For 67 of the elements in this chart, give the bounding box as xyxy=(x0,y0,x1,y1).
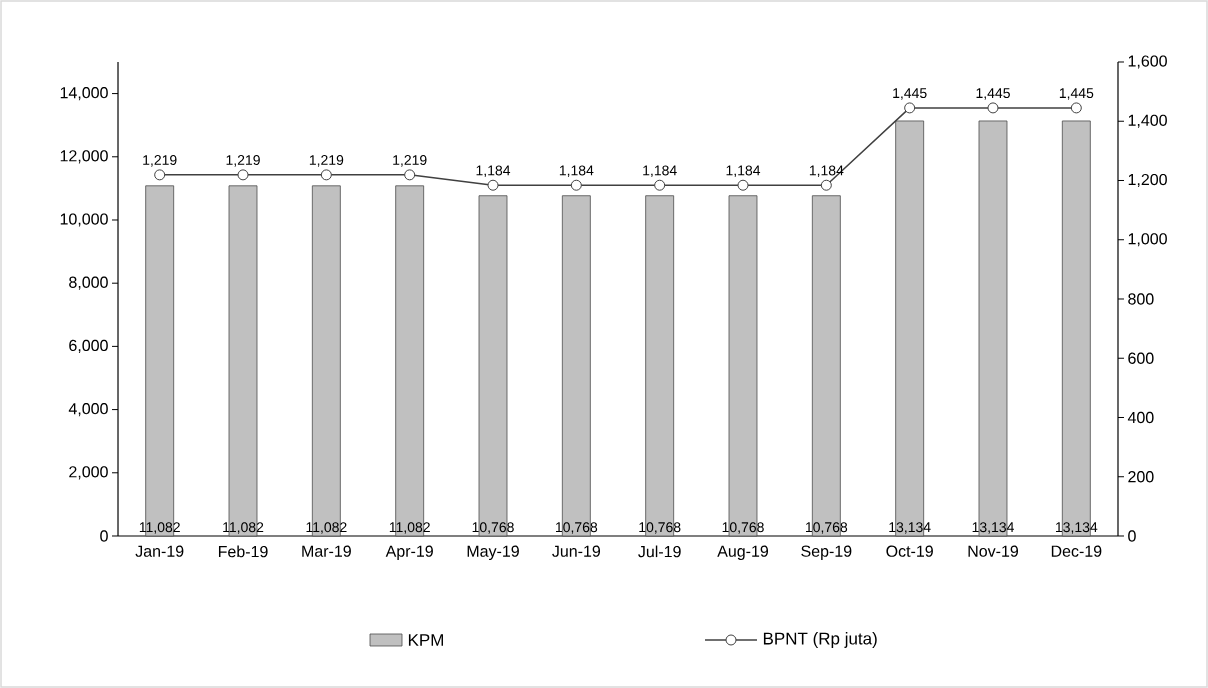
data-label: 1,219 xyxy=(226,155,260,167)
y2-tick-label: 800 xyxy=(1128,293,1154,305)
data-label: 10,768 xyxy=(555,522,598,534)
x-tick-label: Jul-19 xyxy=(638,545,681,558)
point xyxy=(570,179,582,191)
data-label: 11,082 xyxy=(223,522,264,534)
point xyxy=(654,179,666,191)
x-tick-label: Jun-19 xyxy=(552,545,601,557)
data-label: 10,768 xyxy=(805,522,848,534)
point xyxy=(154,169,166,181)
data-label: 1,445 xyxy=(1059,88,1094,100)
y2-tick-label: 600 xyxy=(1128,352,1154,364)
y-tick-label: 2,000 xyxy=(69,466,108,480)
point xyxy=(987,102,999,114)
data-label: 1,184 xyxy=(809,165,844,178)
data-label: 11,082 xyxy=(306,522,347,534)
y-tick-label: 10,000 xyxy=(60,213,108,227)
point xyxy=(404,169,416,181)
x-tick-label: Feb-19 xyxy=(218,545,268,558)
y2-tick-label: 1,000 xyxy=(1128,233,1167,247)
y2-tick-label: 1,400 xyxy=(1128,114,1167,128)
y-tick-label: 0 xyxy=(100,530,108,542)
point xyxy=(487,179,499,191)
data-label: 13,134 xyxy=(972,522,1014,534)
data-label: 1,219 xyxy=(393,155,427,167)
x-tick-label: Oct-19 xyxy=(886,545,933,557)
point xyxy=(320,169,332,181)
data-label: 1,184 xyxy=(726,165,761,178)
data-label: 1,219 xyxy=(309,155,344,167)
point xyxy=(904,102,916,114)
y2-tick-label: 200 xyxy=(1128,471,1154,483)
data-label: 1,445 xyxy=(976,88,1010,100)
legend-label: KPM xyxy=(408,634,443,646)
x-tick-label: Jan-19 xyxy=(135,545,184,557)
data-label: 1,184 xyxy=(476,165,511,178)
data-label: 11,082 xyxy=(389,522,430,534)
data-label: 13,134 xyxy=(1055,522,1098,534)
data-label: 10,768 xyxy=(639,522,681,534)
data-label: 11,082 xyxy=(139,522,180,534)
x-tick-label: Sep-19 xyxy=(801,545,852,561)
y-tick-label: 8,000 xyxy=(69,276,108,290)
x-tick-label: Nov-19 xyxy=(968,545,1019,557)
legend-label: BPNT (Rp juta) xyxy=(763,632,877,648)
data-label: 1,445 xyxy=(893,88,927,100)
x-tick-label: Apr-19 xyxy=(385,545,433,561)
x-tick-label: Aug-19 xyxy=(717,545,769,561)
data-label: 1,219 xyxy=(143,155,177,167)
y2-tick-label: 1,600 xyxy=(1128,55,1167,69)
y-tick-label: 6,000 xyxy=(69,339,108,353)
y-tick-label: 12,000 xyxy=(60,150,108,164)
x-tick-label: Mar-19 xyxy=(302,545,351,557)
point xyxy=(237,169,249,181)
x-tick-label: Dec-19 xyxy=(1051,545,1102,557)
data-label: 13,134 xyxy=(889,522,931,534)
y2-tick-label: 1,200 xyxy=(1128,173,1167,188)
x-tick-label: May-19 xyxy=(467,545,519,561)
data-label: 1,184 xyxy=(559,165,594,178)
data-label: 10,768 xyxy=(472,522,514,534)
point xyxy=(737,179,749,191)
y-tick-label: 14,000 xyxy=(60,86,108,101)
point xyxy=(1070,102,1082,114)
y-tick-label: 4,000 xyxy=(68,402,108,417)
data-label: 1,184 xyxy=(643,165,677,178)
data-label: 10,768 xyxy=(722,522,764,534)
point xyxy=(820,179,832,191)
y2-tick-label: 400 xyxy=(1127,411,1154,424)
y2-tick-label: 0 xyxy=(1128,530,1136,542)
